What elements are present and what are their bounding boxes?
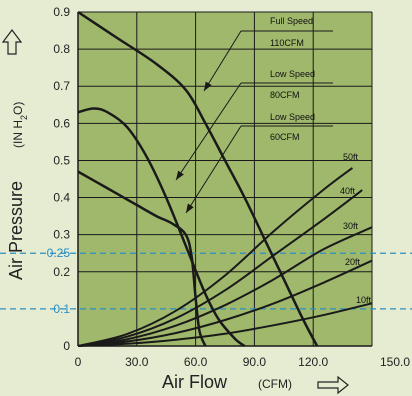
fan-curves [77, 10, 319, 348]
fan-curve-name: Low Speed [270, 112, 315, 122]
y-tick-label: 0.9 [53, 5, 70, 19]
system-curve [77, 259, 373, 347]
y-unit-suffix: O) [11, 102, 25, 115]
system-curve-label: 50ft [343, 152, 359, 162]
grid-lines [78, 11, 373, 346]
x-tick-label: 150.0 [380, 355, 410, 369]
fan-curve-flow: 110CFM [270, 38, 304, 48]
x-tick-label: 60.0 [184, 355, 208, 369]
system-curve [77, 302, 373, 347]
system-curve-label: 40ft [340, 186, 356, 196]
annotation-arrowhead [176, 170, 184, 180]
y-unit-prefix: (IN H [11, 120, 25, 148]
fan-curve-flow: 80CFM [270, 90, 300, 100]
system-curve [77, 226, 373, 347]
fan-curve-name: Low Speed [270, 69, 315, 79]
y-axis-title-group: Air Pressure (IN H2O) [6, 102, 29, 280]
curve-annotations: Full Speed 110CFM Low Speed 80CFM Low Speed 6… [175, 16, 333, 214]
annotation-leader [185, 125, 242, 214]
fan-curve [77, 170, 207, 347]
y-tick-label: 0.5 [53, 153, 70, 167]
y-tick-label: 0.4 [53, 191, 70, 205]
annotation-leader [203, 30, 242, 92]
system-curve-label: 20ft [345, 257, 361, 267]
annotation-leader [175, 82, 242, 181]
annotation-arrowhead [204, 81, 212, 91]
x-tick-label: 30.0 [125, 355, 149, 369]
system-curve [77, 189, 363, 347]
x-axis-unit: (CFM) [258, 377, 292, 391]
reference-lines [0, 252, 412, 310]
fan-curve [77, 107, 246, 348]
y-tick-label: 0.25 [47, 246, 71, 260]
x-tick-label: 0 [75, 355, 82, 369]
y-axis-unit: (IN H2O) [11, 102, 29, 148]
up-arrow-icon [1, 29, 23, 55]
fan-curve-name: Full Speed [270, 16, 313, 26]
system-curve-label: 10ft [356, 295, 372, 305]
system-curve [77, 167, 354, 347]
y-tick-label: 0.1 [53, 302, 70, 316]
fan-curve-flow: 60CFM [270, 132, 300, 142]
system-curves: 10ft 20ft 30ft 40ft 50ft [77, 152, 373, 347]
y-tick-label: 0.3 [53, 228, 70, 242]
y-unit-subscript: 2 [19, 115, 29, 120]
y-tick-labels: 0 0.1 0.2 0.25 0.3 0.4 0.5 0.6 0.7 0.8 0.9 [47, 5, 71, 353]
fan-curve [77, 10, 319, 347]
system-curve-label: 30ft [343, 221, 359, 231]
annotation-arrowhead [186, 203, 194, 213]
x-tick-labels: 0 30.0 60.0 90.0 120.0 150.0 [75, 355, 411, 369]
x-tick-label: 120.0 [298, 355, 328, 369]
y-tick-label: 0.8 [53, 42, 70, 56]
x-tick-label: 90.0 [243, 355, 267, 369]
y-tick-label: 0.7 [53, 79, 70, 93]
y-tick-label: 0.2 [53, 265, 70, 279]
y-tick-label: 0.6 [53, 116, 70, 130]
plot-area [78, 12, 372, 346]
x-axis-label: Air Flow [162, 372, 228, 392]
right-arrow-icon [317, 375, 349, 395]
y-axis-label: Air Pressure [6, 181, 26, 280]
y-tick-label: 0 [63, 339, 70, 353]
